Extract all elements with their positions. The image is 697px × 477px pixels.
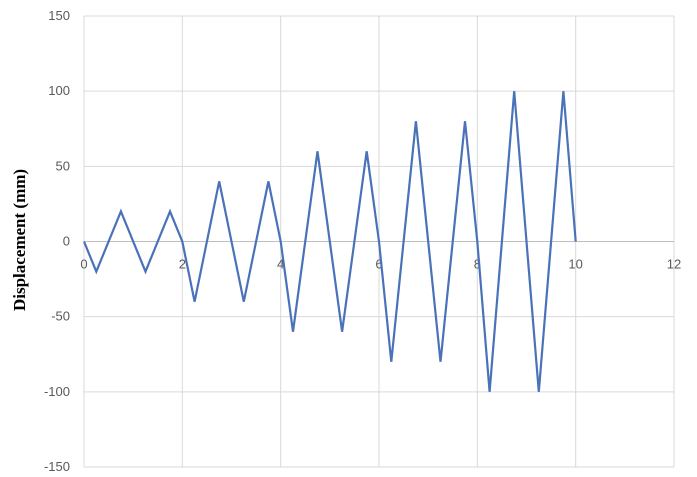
x-tick-label: 4 [277, 257, 284, 272]
series-group [82, 91, 577, 392]
x-tick-label: 2 [179, 257, 186, 272]
y-tick-label: 100 [48, 83, 70, 98]
tick-labels: 150 100 50 0 -50 -100 -150 0 2 4 6 8 10 12 [44, 8, 681, 474]
y-tick-label: -100 [44, 384, 70, 399]
y-tick-label: 150 [48, 8, 70, 23]
y-tick-label: 50 [56, 158, 70, 173]
y-tick-label: -50 [51, 309, 70, 324]
y-tick-label: 0 [63, 234, 70, 249]
x-tick-label: 0 [80, 257, 87, 272]
x-tick-label: 8 [474, 257, 481, 272]
x-tick-label: 12 [667, 257, 681, 272]
displacement-series-line [82, 91, 577, 392]
y-tick-label: -150 [44, 459, 70, 474]
x-tick-label: 10 [568, 257, 582, 272]
y-axis-title: Displacement (mm) [10, 169, 29, 311]
x-tick-label: 6 [375, 257, 382, 272]
